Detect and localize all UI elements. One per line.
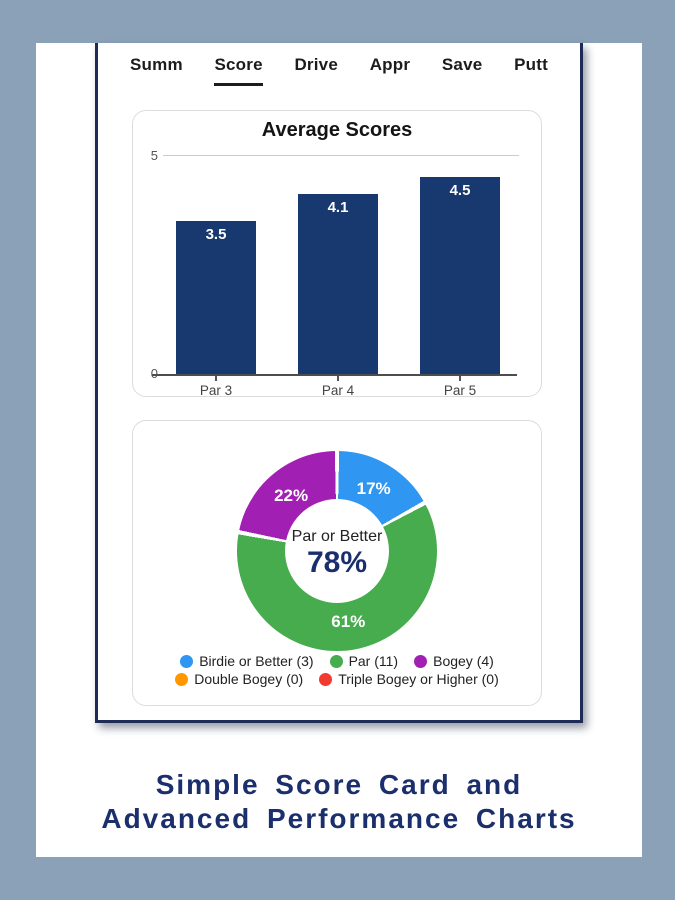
legend-row: Double Bogey (0) Triple Bogey or Higher (…	[133, 671, 541, 687]
tab-appr[interactable]: Appr	[369, 55, 411, 74]
bar-plot: 5 0 3.5 Par 3 4.1 Par 4 4.5 Par 5	[133, 111, 541, 398]
x-axis-tick	[337, 376, 339, 381]
legend-label: Triple Bogey or Higher (0)	[338, 671, 499, 687]
y-axis-min-label: 0	[136, 366, 158, 381]
bar-par-3: 3.5	[176, 221, 256, 374]
caption-line-2: Advanced Performance Charts	[101, 803, 577, 834]
bar-chart-card: Average Scores 5 0 3.5 Par 3 4.1 Par 4 4.5 Pa…	[132, 110, 542, 398]
bar-chart-title: Average Scores	[261, 119, 413, 141]
legend-label: Bogey (4)	[433, 653, 494, 669]
bar-value-label: 3.5	[205, 226, 227, 243]
donut-chart: Par or Better 78% 17% 61% 22%	[237, 451, 437, 651]
donut-legend: Birdie or Better (3) Par (11) Bogey (4) Dou…	[133, 653, 541, 687]
legend-item: Par (11)	[329, 653, 399, 669]
tab-bar: Summ Score Drive Appr Save Putt	[98, 55, 580, 86]
legend-label: Double Bogey (0)	[194, 671, 304, 687]
phone-screenshot: Summ Score Drive Appr Save Putt Average Score…	[95, 43, 583, 723]
donut-hole	[285, 499, 389, 603]
legend-label: Birdie or Better (3)	[199, 653, 314, 669]
legend-row: Birdie or Better (3) Par (11) Bogey (4)	[133, 653, 541, 669]
legend-item: Double Bogey (0)	[175, 671, 303, 687]
caption-line-1: Simple Score Card and	[155, 769, 523, 800]
legend-dot-icon	[319, 672, 333, 686]
gridline	[163, 155, 519, 156]
x-axis-category-label: Par 3	[199, 383, 233, 398]
tab-summ[interactable]: Summ	[130, 55, 183, 74]
x-axis-tick	[215, 376, 217, 381]
legend-dot-icon	[180, 654, 194, 668]
donut-center: Par or Better 78%	[237, 451, 437, 651]
tab-save[interactable]: Save	[441, 55, 483, 74]
marketing-caption: Simple Score Card and Advanced Performan…	[36, 768, 642, 836]
donut-segment-label-bogey: 22%	[274, 485, 309, 505]
legend-dot-icon	[414, 654, 428, 668]
tab-putt[interactable]: Putt	[514, 55, 548, 74]
legend-item: Birdie or Better (3)	[180, 653, 314, 669]
tab-drive[interactable]: Drive	[294, 55, 338, 74]
legend-dot-icon	[175, 672, 189, 686]
legend-label: Par (11)	[348, 653, 399, 669]
x-axis-line	[152, 374, 517, 376]
x-axis-category-label: Par 5	[443, 383, 477, 398]
legend-item: Bogey (4)	[414, 653, 494, 669]
legend-item: Triple Bogey or Higher (0)	[319, 671, 499, 687]
bar-par-4: 4.1	[298, 194, 378, 374]
donut-center-label: Par or Better	[291, 528, 383, 545]
y-axis-max-label: 5	[150, 148, 158, 163]
legend-dot-icon	[329, 654, 343, 668]
donut-center-value: 78%	[306, 546, 368, 579]
bar-value-label: 4.1	[327, 199, 349, 216]
x-axis-category-label: Par 4	[321, 383, 355, 398]
donut-segment-label-par: 61%	[331, 612, 366, 632]
tab-score[interactable]: Score	[214, 55, 263, 86]
donut-segment-label-birdie-or-better: 17%	[356, 479, 391, 499]
x-axis-tick	[459, 376, 461, 381]
bar-value-label: 4.5	[449, 182, 471, 199]
bar-par-5: 4.5	[420, 177, 500, 374]
donut-chart-card: Par or Better 78% 17% 61% 22% Birdie or Be…	[132, 420, 542, 706]
